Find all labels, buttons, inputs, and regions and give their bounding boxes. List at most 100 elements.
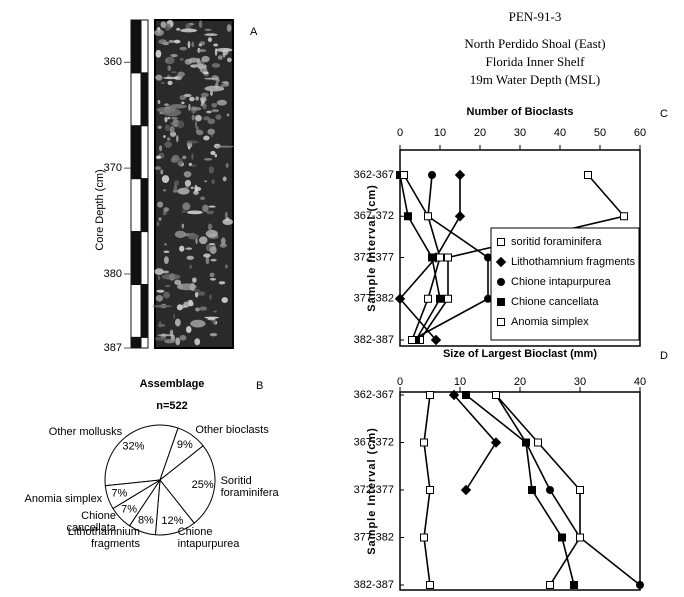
core-grain — [227, 24, 232, 32]
scale-segment — [141, 179, 148, 232]
scale-segment — [131, 73, 141, 126]
y-tick-label: 370 — [104, 162, 122, 174]
marker — [547, 487, 554, 494]
y-tick-label: 367-372 — [354, 210, 394, 222]
core-grain — [176, 28, 180, 31]
x-tick-label: 10 — [434, 127, 446, 139]
core-grain — [155, 50, 161, 58]
core-grain — [218, 55, 223, 60]
marker — [427, 582, 434, 589]
marker — [529, 487, 536, 494]
core-grain — [204, 180, 207, 182]
x-tick-label: 30 — [514, 127, 526, 139]
core-grain — [189, 97, 195, 101]
core-grain — [191, 41, 194, 47]
x-tick-label: 60 — [634, 127, 646, 139]
y-tick-label: 382-387 — [354, 334, 394, 346]
core-grain — [164, 256, 169, 264]
core-grain — [182, 202, 190, 210]
x-tick-label: 40 — [634, 376, 646, 388]
core-grain — [165, 285, 171, 287]
core-grain — [201, 93, 209, 98]
core-grain — [168, 81, 173, 85]
core-grain — [226, 163, 229, 168]
scale-segment — [141, 73, 148, 126]
core-grain — [195, 115, 202, 122]
x-tick-label: 30 — [574, 376, 586, 388]
core-grain — [194, 338, 200, 345]
core-grain — [209, 243, 215, 245]
panel-letter: C — [660, 108, 668, 120]
core-grain — [208, 223, 212, 230]
core-grain — [191, 186, 194, 189]
x-tick-label: 50 — [594, 127, 606, 139]
marker — [577, 487, 584, 494]
core-grain — [213, 311, 217, 313]
marker — [421, 534, 428, 541]
core-grain — [199, 20, 202, 28]
x-tick-label: 20 — [474, 127, 486, 139]
core-grain — [157, 201, 163, 207]
core-grain — [206, 111, 212, 114]
core-grain — [165, 57, 175, 64]
core-grain — [188, 146, 190, 149]
core-grain — [170, 126, 175, 133]
core-grain — [211, 109, 218, 112]
core-grain — [188, 41, 191, 49]
y-tick-label: 387 — [104, 342, 122, 354]
core-grain — [164, 103, 169, 106]
pie-label: Other mollusks — [49, 426, 122, 438]
y-tick-label: 380 — [104, 268, 122, 280]
scale-segment — [141, 126, 148, 179]
core-grain — [162, 109, 181, 117]
core-grain — [161, 82, 165, 84]
core-photo — [155, 20, 233, 348]
core-grain — [222, 219, 233, 225]
marker — [437, 254, 444, 261]
marker — [425, 213, 432, 220]
core-grain — [219, 281, 226, 284]
core-grain — [189, 58, 199, 63]
core-grain — [175, 319, 181, 327]
core-grain — [205, 86, 225, 92]
pie-value-label: 25% — [192, 479, 214, 491]
core-grain — [162, 175, 169, 183]
core-grain — [204, 158, 212, 161]
core-grain — [180, 58, 184, 61]
pie-value-label: 32% — [122, 440, 144, 452]
core-grain — [157, 334, 174, 336]
core-grain — [170, 54, 177, 57]
core-grain — [159, 217, 162, 221]
core-grain — [188, 300, 193, 303]
pie-label: Other bioclasts — [195, 424, 268, 436]
core-grain — [188, 104, 190, 111]
scale-segment — [131, 232, 141, 285]
core-grain — [153, 305, 172, 308]
y-tick-label: 372-377 — [354, 484, 394, 496]
core-grain — [192, 277, 197, 282]
core-grain — [167, 65, 171, 71]
core-grain — [190, 320, 205, 328]
legend-label: Chione intapurpurea — [511, 276, 612, 288]
y-tick-label: 382-387 — [354, 579, 394, 591]
core-grain — [209, 166, 214, 173]
core-grain — [176, 135, 178, 142]
x-axis-title: Number of Bioclasts — [467, 106, 574, 118]
core-grain — [209, 294, 211, 299]
core-grain — [203, 254, 210, 258]
core-grain — [159, 145, 162, 151]
core-grain — [204, 33, 218, 36]
panel-letter: B — [256, 380, 263, 392]
core-grain — [180, 335, 187, 341]
core-grain — [194, 185, 197, 193]
pie-label: Chione intapurpurea — [178, 526, 256, 550]
marker — [498, 239, 505, 246]
chart: PEN-91-3 North Perdido Shoal (East) Flor… — [0, 0, 684, 597]
core-grain — [174, 40, 181, 44]
scale-segment — [131, 20, 141, 73]
core-grain — [156, 295, 163, 302]
core-grain — [182, 210, 187, 213]
core-grain — [222, 81, 229, 83]
y-axis-label: Core Depth (cm) — [94, 169, 106, 250]
y-tick-label: 367-372 — [354, 436, 394, 448]
